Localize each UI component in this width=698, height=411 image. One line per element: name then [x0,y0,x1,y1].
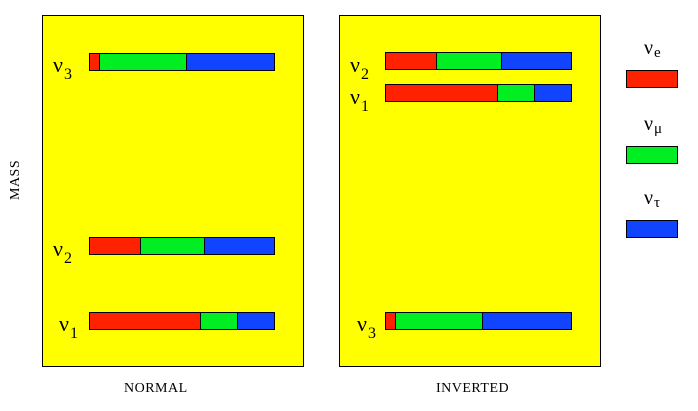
nu-tau-segment [500,53,571,69]
nu2-bar-inverted [385,52,572,70]
nu1-bar-normal [89,312,275,330]
nu-e-segment [386,53,436,69]
nu1-label-inverted: ν1 [350,84,369,116]
nu-tau-segment [534,85,571,101]
nu-e-segment [90,313,201,329]
legend-nu-e-label: νe [644,37,661,61]
nu1-label-normal: ν1 [59,311,78,343]
nu3-label-inverted: ν3 [357,311,376,343]
nu1-bar-inverted [385,84,572,102]
nu2-label-normal: ν2 [53,236,72,268]
nu-mu-segment [139,238,205,254]
nu-tau-segment [204,238,274,254]
normal-hierarchy-label: NORMAL [124,381,188,396]
mass-axis-label: MASS [8,159,23,200]
normal-hierarchy-panel: ν3 ν2 ν1 [42,15,304,367]
nu-e-segment [386,313,396,329]
nu-mu-segment [497,85,534,101]
legend-nu-mu-swatch [626,146,678,164]
nu-mu-segment [99,54,186,70]
legend-nu-tau-swatch [626,220,678,238]
inverted-hierarchy-label: INVERTED [436,381,510,396]
nu-mu-segment [200,313,238,329]
nu3-bar-normal [89,53,275,71]
nu-e-segment [386,85,497,101]
nu-tau-segment [482,313,571,329]
nu-e-segment [90,238,140,254]
inverted-hierarchy-panel: ν2 ν1 ν3 [339,15,601,367]
nu-tau-segment [185,54,274,70]
nu-tau-segment [237,313,274,329]
nu3-label-normal: ν3 [53,52,72,84]
nu-mu-segment [395,313,483,329]
nu-mu-segment [435,53,501,69]
nu2-bar-normal [89,237,275,255]
nu3-bar-inverted [385,312,572,330]
legend-nu-tau-label: ντ [644,187,661,211]
legend-nu-mu-label: νμ [644,113,663,137]
nu-e-segment [90,54,100,70]
legend-nu-e-swatch [626,70,678,88]
nu2-label-inverted: ν2 [350,52,369,84]
